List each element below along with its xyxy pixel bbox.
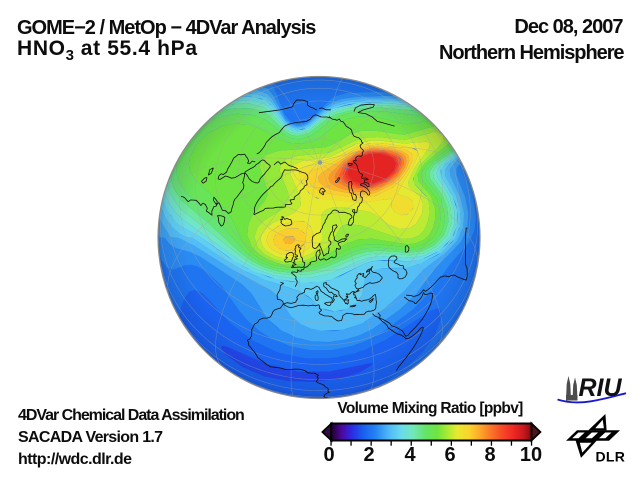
svg-text:RIU: RIU bbox=[579, 374, 623, 402]
svg-text:DLR: DLR bbox=[596, 449, 626, 465]
